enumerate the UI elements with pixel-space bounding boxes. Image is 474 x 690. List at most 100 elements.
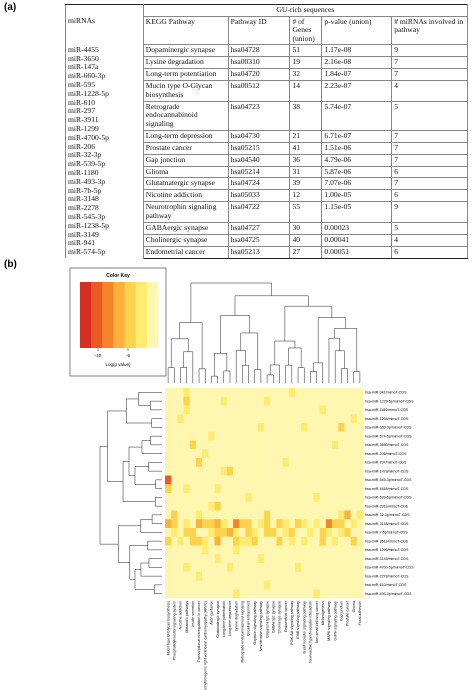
heatmap-cell bbox=[226, 493, 234, 502]
heatmap-cell bbox=[177, 536, 184, 546]
heatmap-cell bbox=[220, 440, 228, 450]
heatmap-cell bbox=[183, 571, 190, 581]
heatmap-cell bbox=[338, 440, 345, 450]
heatmap-cell bbox=[325, 493, 333, 502]
row-label: hsa-miR-3911/mirnoT-CDS bbox=[365, 504, 409, 508]
heatmap-cell bbox=[301, 510, 308, 520]
heatmap-cell bbox=[171, 554, 178, 564]
mirna: miR-32-3p bbox=[68, 150, 102, 160]
heatmap-cell bbox=[276, 554, 283, 564]
heatmap-cell bbox=[264, 563, 271, 572]
heatmap-cell bbox=[251, 414, 259, 424]
heatmap-cell bbox=[239, 501, 246, 511]
heatmap-cell bbox=[189, 493, 197, 502]
heatmap-cell bbox=[307, 414, 314, 424]
heatmap-cell bbox=[251, 388, 259, 397]
heatmap-cell bbox=[356, 545, 364, 555]
heatmap-cell bbox=[165, 563, 172, 572]
column-label: Transcriptional misregulation in cancer bbox=[197, 600, 201, 662]
mirna: miR-3650 bbox=[68, 53, 99, 63]
heatmap-cell bbox=[307, 501, 314, 511]
table-cell: 2.16e-08 bbox=[321, 56, 393, 70]
heatmap-cell bbox=[332, 466, 339, 476]
heatmap-cell bbox=[208, 414, 215, 424]
heatmap-cell bbox=[257, 571, 265, 581]
table-cell: 6 bbox=[391, 189, 468, 203]
heatmap-cell bbox=[214, 458, 221, 467]
heatmap-cell bbox=[350, 501, 358, 511]
table-cell: 9 bbox=[391, 201, 468, 223]
heatmap-cell bbox=[177, 554, 184, 564]
heatmap-cell bbox=[282, 545, 289, 555]
table-cell: 6 bbox=[391, 245, 468, 259]
heatmap-cell bbox=[195, 589, 203, 599]
column-label: Arrhythmogenic right ventricular cardiom… bbox=[203, 601, 207, 690]
table-cell: hsa04725 bbox=[227, 233, 291, 247]
heatmap-cell bbox=[301, 405, 308, 415]
heatmap-cell bbox=[183, 519, 190, 529]
row-label: hsa-miR-1180/mirnoT-CDS bbox=[365, 408, 409, 412]
mirna: miR-1238-5p bbox=[68, 220, 109, 230]
heatmap-cell bbox=[294, 501, 302, 511]
heatmap-cell bbox=[233, 458, 240, 467]
heatmap-cell bbox=[264, 589, 271, 599]
heatmap-cell bbox=[226, 449, 234, 459]
heatmap-cell bbox=[202, 484, 209, 494]
heatmap-cell bbox=[233, 440, 240, 450]
heatmap-cell bbox=[319, 431, 327, 441]
heatmap-cell bbox=[282, 501, 289, 511]
heatmap-cell bbox=[220, 475, 228, 485]
heatmap-cell bbox=[183, 449, 190, 459]
heatmap-cell bbox=[338, 423, 345, 432]
heatmap-cell bbox=[301, 449, 308, 459]
heatmap-cell bbox=[189, 440, 197, 450]
mirna: miR-1228-5p bbox=[68, 88, 109, 98]
heatmap-cell bbox=[325, 414, 333, 424]
heatmap-cell bbox=[313, 536, 320, 546]
heatmap-cell bbox=[325, 388, 333, 397]
heatmap-cell bbox=[171, 449, 178, 459]
heatmap-cell bbox=[319, 475, 327, 485]
heatmap-cell bbox=[270, 423, 277, 432]
heatmap-cell bbox=[264, 554, 271, 564]
heatmap-cell bbox=[233, 545, 240, 555]
column-label: Non-small cell lung cancer bbox=[315, 600, 319, 643]
heatmap-cell bbox=[183, 431, 190, 441]
table-cell: 14 bbox=[289, 79, 323, 102]
heatmap-cell bbox=[319, 493, 327, 502]
heatmap-cell bbox=[307, 423, 314, 432]
heatmap-cell bbox=[325, 466, 333, 476]
heatmap-cell bbox=[332, 475, 339, 485]
heatmap-cell bbox=[245, 440, 252, 450]
heatmap-cell bbox=[189, 510, 197, 520]
column-dendrogram bbox=[190, 282, 272, 323]
heatmap-cell bbox=[276, 440, 283, 450]
mirna: miR-2278 bbox=[68, 203, 99, 213]
heatmap-cell bbox=[251, 396, 259, 406]
heatmap-cell bbox=[332, 528, 339, 537]
heatmap-cell bbox=[313, 510, 320, 520]
heatmap-cell bbox=[338, 405, 345, 415]
heatmap-cell bbox=[332, 414, 339, 424]
heatmap-cell bbox=[264, 536, 271, 546]
table-cell: Long-term depression bbox=[142, 130, 229, 143]
heatmap-cell bbox=[226, 388, 234, 397]
heatmap-cell bbox=[338, 563, 345, 572]
heatmap-cell bbox=[233, 405, 240, 415]
column-dendrogram bbox=[242, 365, 249, 383]
heatmap-cell bbox=[226, 458, 234, 467]
heatmap-cell bbox=[350, 519, 358, 529]
column-label: Retrograde endocannabinoid signaling bbox=[241, 601, 245, 663]
heatmap-cell bbox=[245, 484, 252, 494]
heatmap-cell bbox=[257, 536, 265, 546]
heatmap-cell bbox=[325, 571, 333, 581]
heatmap-cell bbox=[301, 563, 308, 572]
heatmap-cell bbox=[233, 554, 240, 564]
table-cell: Dopaminergic synapse bbox=[142, 44, 229, 58]
row-dendrogram bbox=[154, 497, 162, 507]
heatmap-cell bbox=[251, 501, 259, 511]
heatmap-cell bbox=[294, 484, 302, 494]
heatmap-cell bbox=[319, 501, 327, 511]
heatmap-cell bbox=[294, 396, 302, 406]
heatmap-cell bbox=[313, 405, 320, 415]
